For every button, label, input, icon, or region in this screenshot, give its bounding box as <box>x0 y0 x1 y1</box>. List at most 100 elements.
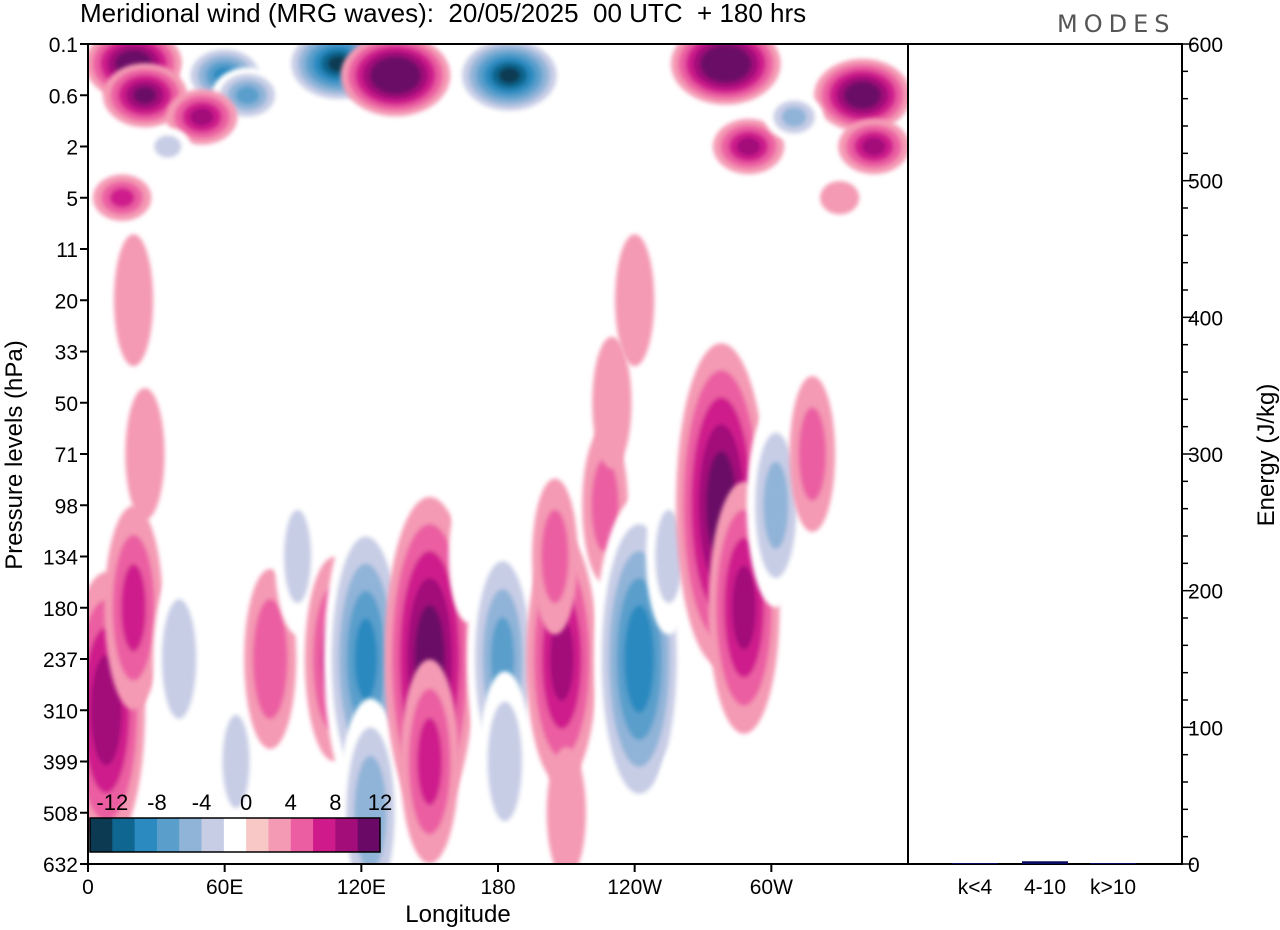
colorbar-swatch <box>268 818 292 852</box>
wind-contour-band <box>736 137 761 156</box>
wind-contour-band <box>190 107 214 127</box>
wind-contour-band <box>592 336 632 469</box>
wind-contour-band <box>133 86 157 104</box>
heatmap-field <box>88 44 908 864</box>
wind-contour-band <box>455 232 495 266</box>
x-tick-label: 120E <box>337 876 386 899</box>
wind-contour-band <box>763 461 789 549</box>
colorbar-swatch <box>134 818 158 852</box>
wind-blob <box>213 683 259 840</box>
wind-blob <box>789 376 836 532</box>
x-tick-label: 120W <box>607 876 662 899</box>
y-tick-label: 20 <box>55 290 78 313</box>
wind-contour-band <box>235 86 260 105</box>
y-axis-title: Pressure levels (hPa) <box>1 340 28 569</box>
y-tick-label: 0.1 <box>49 34 78 57</box>
wind-blob <box>166 89 238 145</box>
wind-blob <box>340 44 451 117</box>
colorbar-label: -8 <box>147 790 167 815</box>
wind-blob <box>400 659 459 864</box>
wind-blob <box>615 234 655 367</box>
colorbar-swatch <box>246 818 269 852</box>
colorbar-swatch <box>335 818 359 852</box>
wind-contour-band <box>113 234 154 367</box>
wind-contour-band <box>851 86 874 104</box>
colorbar: -12 -8 -4 0 4 8 12 <box>89 790 392 853</box>
wind-blob <box>546 746 586 864</box>
y-tick-label: 310 <box>43 700 78 723</box>
energy-bar <box>1022 861 1068 864</box>
colorbar-swatch <box>290 818 314 852</box>
wind-blob <box>838 118 908 175</box>
wind-blob <box>478 671 531 852</box>
wind-contour-band <box>781 107 807 127</box>
wind-contour-band <box>354 618 378 700</box>
wind-contour-band <box>549 617 574 701</box>
energy-category-label: k<4 <box>958 876 993 899</box>
y-tick-label: 134 <box>43 547 78 570</box>
energy-tick-label: 100 <box>1188 717 1223 740</box>
wind-blob <box>532 478 578 635</box>
wind-blob <box>92 174 152 221</box>
wind-contour-band <box>222 714 250 809</box>
y-tick-label: 2 <box>66 137 78 160</box>
wind-blob <box>153 569 206 749</box>
y-tick-label: 399 <box>43 752 78 775</box>
wind-contour-band <box>655 509 683 604</box>
wind-blob <box>455 232 495 266</box>
wind-contour-band <box>820 181 860 215</box>
energy-category-label: 4-10 <box>1024 876 1066 899</box>
wind-contour-band <box>161 599 197 719</box>
y-tick-label: 632 <box>43 854 78 877</box>
colorbar-swatch <box>156 818 180 852</box>
wind-blob <box>592 100 632 134</box>
wind-contour-band <box>109 187 135 208</box>
energy-category-label: k>10 <box>1090 876 1136 899</box>
wind-contour-band <box>432 129 473 164</box>
wind-blob <box>814 58 908 132</box>
colorbar-label: 4 <box>285 790 297 815</box>
y-tick-label: 5 <box>66 188 78 211</box>
wind-contour-band <box>592 100 632 134</box>
energy-tick-label: 600 <box>1188 34 1223 57</box>
wind-blob <box>144 127 191 166</box>
wind-blob <box>113 234 154 367</box>
wind-blob <box>592 336 632 469</box>
wind-blob <box>656 746 696 864</box>
x-axis-title: Longitude <box>405 901 510 928</box>
wind-contour-band <box>798 407 827 501</box>
colorbar-label: -4 <box>192 790 212 815</box>
colorbar-label: 0 <box>240 790 252 815</box>
y-tick-label: 0.6 <box>49 85 78 108</box>
wind-contour-band <box>861 137 886 156</box>
wind-contour-band <box>121 564 147 652</box>
wind-contour-band <box>193 181 233 215</box>
energy-tick-label: 300 <box>1188 444 1223 467</box>
wind-contour-band <box>714 55 737 72</box>
colorbar-swatch <box>223 818 247 852</box>
energy-tick-label: 0 <box>1188 854 1200 877</box>
wind-contour-band <box>732 565 756 650</box>
wind-contour-band <box>252 599 288 719</box>
x-tick-label: 60W <box>750 876 793 899</box>
colorbar-swatch <box>112 818 136 852</box>
wind-blob <box>670 44 781 105</box>
colorbar-swatch <box>357 818 381 852</box>
wind-contour-band <box>591 458 619 553</box>
colorbar-frame <box>89 817 381 853</box>
wind-blob <box>820 181 860 215</box>
energy-tick-label: 500 <box>1188 171 1223 194</box>
colorbar-label: 8 <box>329 790 341 815</box>
energy-frame <box>907 43 1183 865</box>
wind-contour-band <box>546 746 586 864</box>
colorbar-swatch <box>313 818 336 852</box>
wind-blob <box>432 181 473 215</box>
wind-contour-band <box>432 181 473 215</box>
colorbar-swatch <box>179 818 203 852</box>
wind-contour-band <box>154 135 182 158</box>
energy-bars: k<4 4-10 k>10 <box>952 861 1136 899</box>
brand-logo: MODES <box>1057 10 1176 38</box>
y-tick-label: 98 <box>55 495 78 518</box>
colorbar-swatch <box>90 818 113 852</box>
